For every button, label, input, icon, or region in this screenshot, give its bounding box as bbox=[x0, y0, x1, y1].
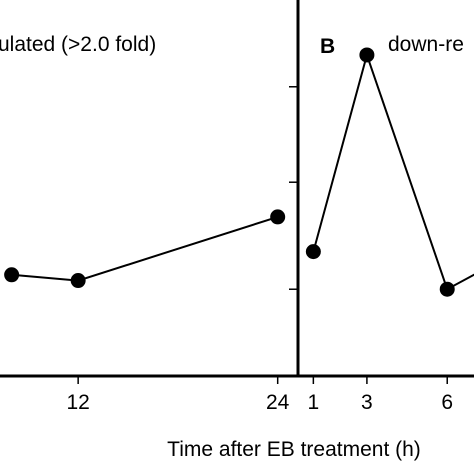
panel-b-points bbox=[305, 47, 455, 297]
panel-a-x-tick-label: 24 bbox=[266, 391, 290, 414]
panel-a-points bbox=[4, 209, 286, 289]
panel-b-y-ticks bbox=[289, 86, 298, 290]
panel-a-x-tick-label: 12 bbox=[66, 391, 89, 414]
panel-b-letter: B bbox=[320, 35, 335, 58]
panel-b-point bbox=[305, 244, 321, 260]
panel-b-x-tick-label: 3 bbox=[361, 391, 373, 414]
panel-a-x-ticks: 12 24 bbox=[66, 376, 290, 414]
panel-a-point bbox=[270, 209, 286, 225]
panel-a-point bbox=[70, 273, 86, 289]
x-axis-title: Time after EB treatment (h) bbox=[167, 438, 421, 461]
panel-a-title: ulated (>2.0 fold) bbox=[0, 33, 156, 56]
panel-b: B down-re 1 3 6 bbox=[289, 33, 474, 414]
panel-b-x-ticks: 1 3 6 bbox=[308, 376, 453, 414]
panel-b-point bbox=[439, 281, 455, 297]
panel-b-x-tick-label: 1 bbox=[308, 391, 320, 414]
panel-a-series-line bbox=[11, 215, 279, 282]
panel-b-series-line bbox=[312, 51, 474, 291]
panel-b-point bbox=[359, 47, 375, 63]
panel-a-point bbox=[4, 267, 20, 283]
panel-b-title: down-re bbox=[388, 33, 464, 56]
panel-b-x-tick-label: 6 bbox=[441, 391, 453, 414]
panel-a: ulated (>2.0 fold) 12 24 bbox=[0, 33, 290, 414]
